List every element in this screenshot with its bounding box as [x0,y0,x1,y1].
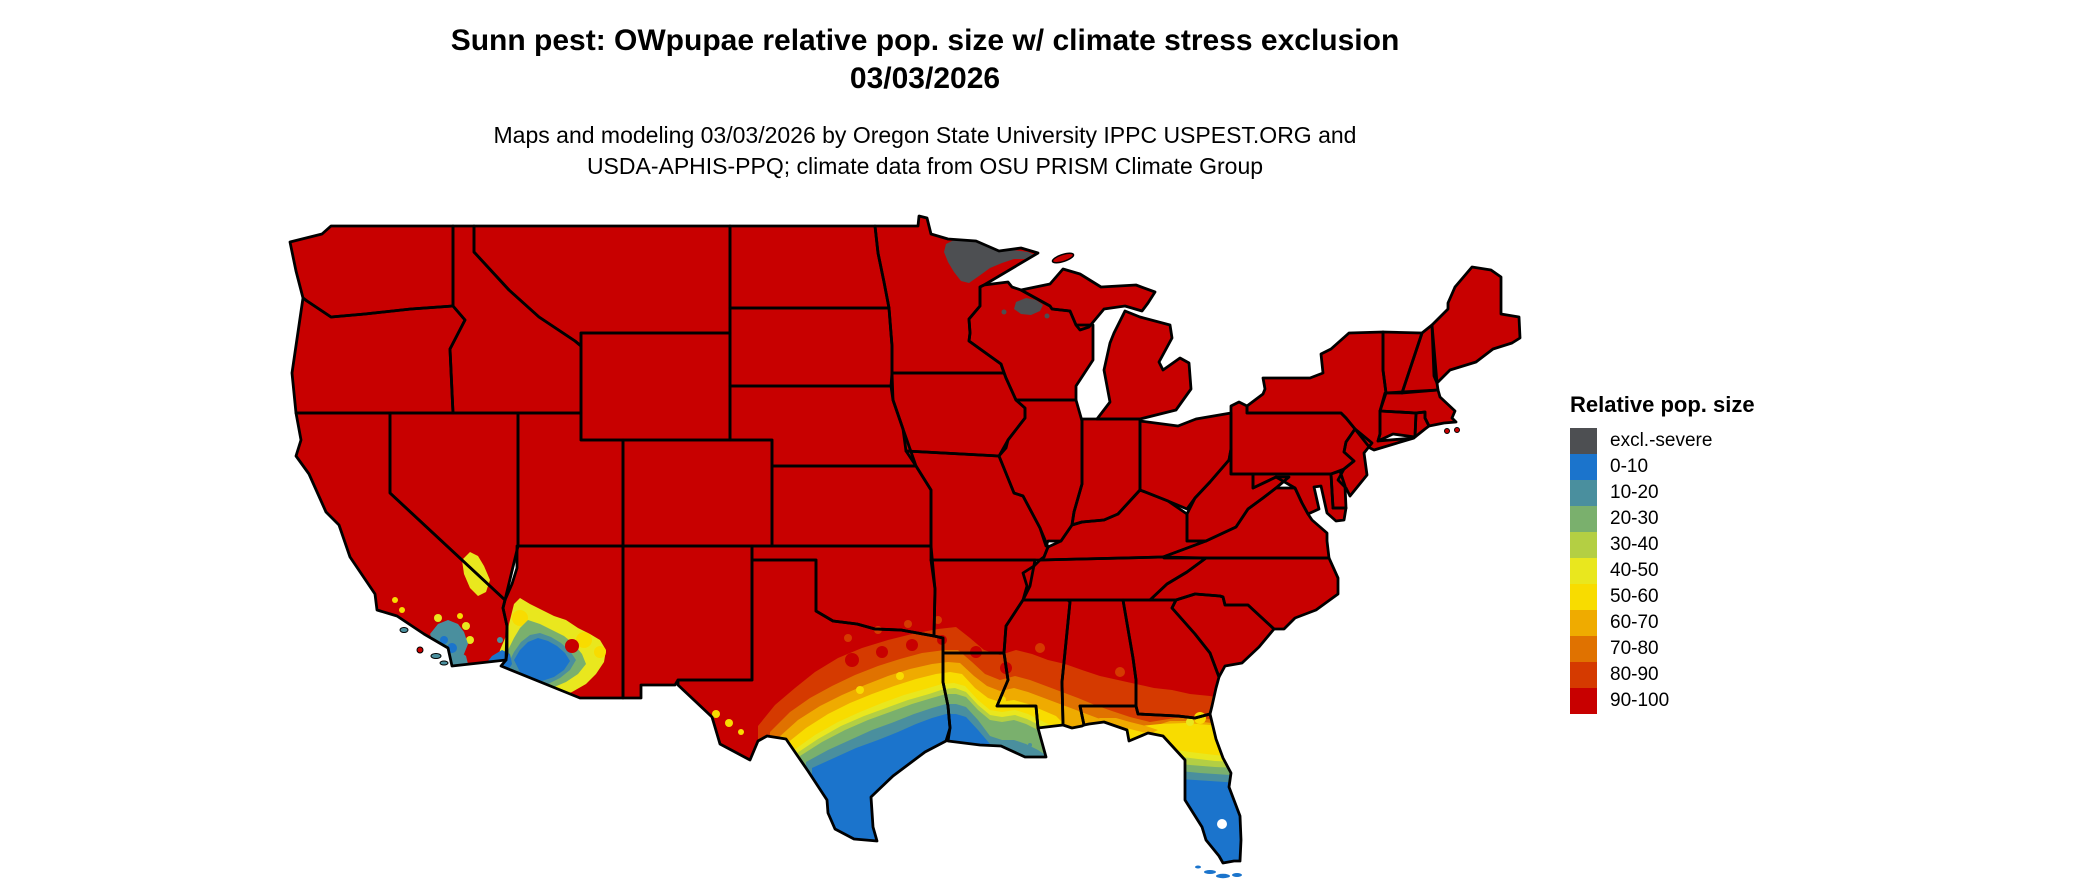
legend-item: 80-90 [1570,662,1755,688]
legend-swatch-90-100 [1570,688,1597,714]
legend-swatch-30-40 [1570,532,1597,558]
legend-item-label: 70-80 [1610,638,1659,659]
legend-rows: excl.-severe 0-10 10-20 20-30 30-40 40-5… [1570,428,1755,714]
legend-item: 10-20 [1570,480,1755,506]
massachusetts-islands [1444,427,1460,434]
channel-islands [399,627,449,666]
legend-item-label: excl.-severe [1610,430,1713,451]
legend-swatch-0-10 [1570,454,1597,480]
legend-item: 20-30 [1570,506,1755,532]
florida-keys [1195,865,1242,879]
band-0-10 [812,714,1290,863]
legend: Relative pop. size excl.-severe 0-10 10-… [1570,392,1755,714]
legend-item-label: 90-100 [1610,690,1670,711]
excl-severe-minnesota [944,238,1035,283]
legend-item: excl.-severe [1570,428,1755,454]
isle-royale [1051,252,1075,264]
legend-item-label: 10-20 [1610,482,1659,503]
chart-subtitle: Maps and modeling 03/03/2026 by Oregon S… [280,120,1570,182]
legend-item-label: 40-50 [1610,560,1659,581]
title-line2: 03/03/2026 [849,62,1001,95]
legend-swatch-70-80 [1570,636,1597,662]
legend-item-label: 50-60 [1610,586,1659,607]
legend-item-label: 80-90 [1610,664,1659,685]
legend-item: 60-70 [1570,610,1755,636]
legend-swatch-40-50 [1570,558,1597,584]
speckles-90-100 [845,249,1012,674]
legend-item-label: 0-10 [1610,456,1649,477]
legend-swatch-10-20 [1570,480,1597,506]
az-core-0-10 [514,638,570,681]
legend-title: Relative pop. size [1570,392,1755,417]
legend-item: 90-100 [1570,688,1755,714]
subtitle-line1: Maps and modeling 03/03/2026 by Oregon S… [493,122,1357,148]
legend-swatch-60-70 [1570,610,1597,636]
subtitle-line2: USDA-APHIS-PPQ; climate data from OSU PR… [586,153,1264,179]
excl-severe-spots [1001,309,1050,319]
title-line1: Sunn pest: OWpupae relative pop. size w/… [450,24,1400,57]
legend-swatch-50-60 [1570,584,1597,610]
legend-item: 0-10 [1570,454,1755,480]
legend-swatch-excl-severe [1570,428,1597,454]
legend-item-label: 20-30 [1610,508,1659,529]
legend-item: 70-80 [1570,636,1755,662]
legend-item-label: 60-70 [1610,612,1659,633]
legend-item: 50-60 [1570,584,1755,610]
excl-severe-wisconsin [1014,298,1043,315]
legend-item-label: 30-40 [1610,534,1659,555]
legend-swatch-20-30 [1570,506,1597,532]
legend-item: 30-40 [1570,532,1755,558]
chart-title: Sunn pest: OWpupae relative pop. size w/… [290,22,1560,98]
legend-swatch-80-90 [1570,662,1597,688]
lake-okeechobee [1217,819,1227,829]
legend-item: 40-50 [1570,558,1755,584]
